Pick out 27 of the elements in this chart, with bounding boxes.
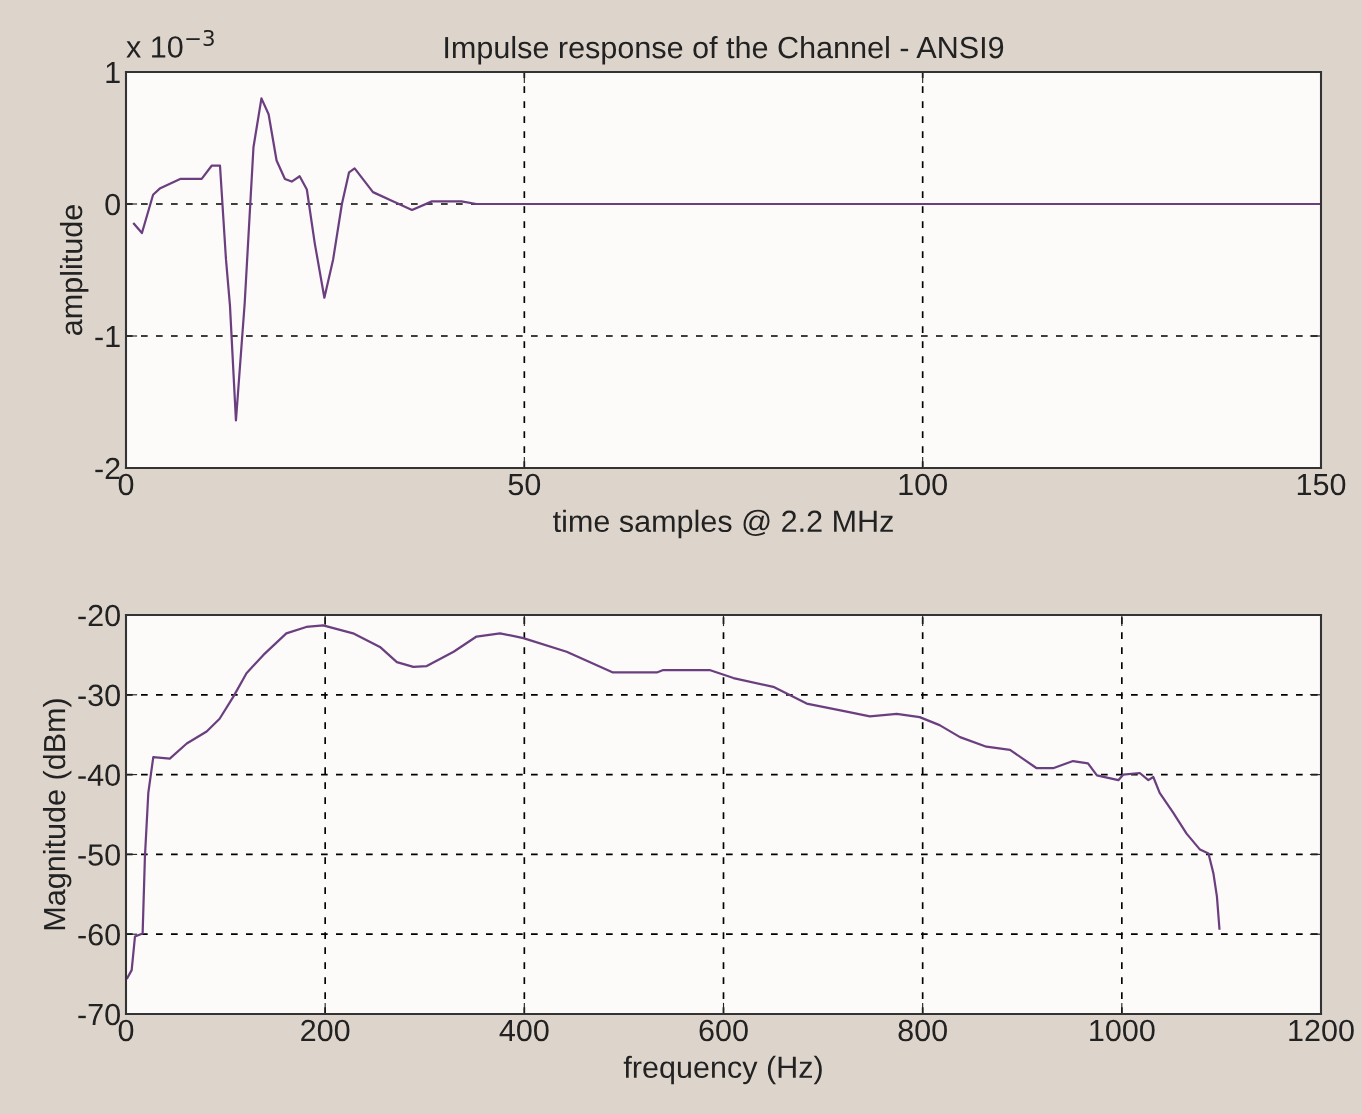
y-tick-label: -50 xyxy=(78,844,120,866)
chart-title: Impulse response of the Channel - ANSI9 xyxy=(445,35,1004,65)
x-tick-label: 800 xyxy=(898,1019,947,1042)
y-tick-label: -2 xyxy=(95,457,120,480)
y-axis-title: amplitude xyxy=(59,205,89,335)
y-tick-label: -1 xyxy=(95,326,120,348)
x-tick-label: 150 xyxy=(1297,473,1346,496)
x-tick-label: 1000 xyxy=(1090,1019,1155,1042)
x-tick-label: 600 xyxy=(699,1019,748,1042)
y-tick-label: -60 xyxy=(78,923,120,946)
y-tick-label: -40 xyxy=(78,764,120,786)
line-series xyxy=(126,624,1221,980)
x-tick-label: 50 xyxy=(508,473,541,496)
line-series xyxy=(132,97,1321,422)
y-tick-label: 1 xyxy=(106,62,120,84)
y-tick-label: -30 xyxy=(78,684,120,707)
y-tick-label: -70 xyxy=(78,1003,120,1026)
x-tick-label: 400 xyxy=(499,1019,549,1042)
x-axis-title: time samples @ 2.2 MHz xyxy=(553,509,893,539)
text: x 10$^{−3}$ xyxy=(126,29,214,58)
x-tick-label: 200 xyxy=(301,1019,350,1042)
x-tick-label: 100 xyxy=(899,473,947,496)
y-axis-title: Magnitude (dBm) xyxy=(42,699,72,930)
y-tick-label: -20 xyxy=(78,604,120,627)
x-tick-label: 1200 xyxy=(1289,1019,1354,1042)
y-tick-label: 0 xyxy=(105,193,120,216)
x-axis-title: frequency (Hz) xyxy=(623,1055,822,1085)
